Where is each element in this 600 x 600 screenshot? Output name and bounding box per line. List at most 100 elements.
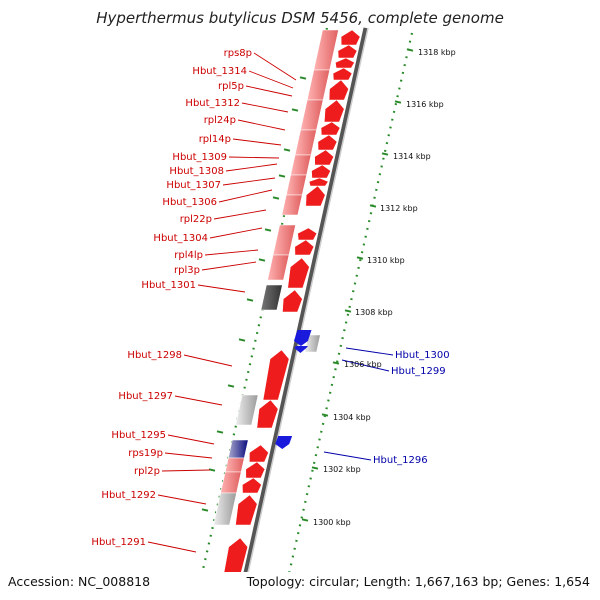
inner-tick: [216, 430, 224, 434]
leader-line: [228, 156, 280, 159]
genome-backbone: [237, 27, 369, 600]
leader-line: [209, 227, 263, 239]
tick-label: 1304 kbp: [333, 413, 371, 422]
tick-label: 1318 kbp: [418, 48, 456, 57]
forward-gene-arrow: [294, 239, 315, 256]
forward-gene-arrow: [332, 67, 353, 81]
gene-features: [196, 29, 361, 600]
leader-line: [167, 434, 215, 445]
gene-label: Hbut_1307: [166, 180, 221, 191]
inner-tick: [201, 508, 209, 512]
forward-gene-arrow: [328, 79, 349, 101]
gene-labels: rps8p Hbut_1314 rpl5p Hbut_1312 rpl24p r…: [91, 48, 449, 548]
scale-tick: [394, 100, 402, 104]
forward-gene-arrow: [235, 494, 258, 526]
forward-gene-arrow: [340, 29, 361, 46]
gene-block: [290, 154, 312, 176]
inner-tick: [283, 148, 291, 152]
gene-label: Hbut_1291: [91, 537, 146, 548]
inner-ticks: [201, 76, 307, 512]
gene-label: Hbut_1295: [111, 430, 166, 441]
leader-line: [323, 451, 372, 461]
forward-gene-arrow: [314, 149, 334, 166]
leader-line: [147, 541, 197, 553]
leader-line: [201, 261, 257, 271]
leader-line: [341, 359, 390, 372]
forward-gene-arrow: [245, 461, 266, 479]
gene-label: rps8p: [224, 48, 252, 59]
gene-label: rps19p: [128, 448, 163, 459]
gene-label: Hbut_1298: [127, 350, 182, 361]
forward-gene-arrow: [311, 164, 331, 179]
gene-block: [285, 174, 307, 196]
gene-label: rpl14p: [199, 134, 231, 145]
forward-gene-arrow: [242, 477, 262, 494]
scale-tick: [406, 48, 414, 52]
gene-block: [267, 254, 290, 281]
footer-background: [0, 572, 600, 600]
gene-label: Hbut_1297: [118, 391, 173, 402]
tick-label: 1316 kbp: [406, 100, 444, 109]
leader-line: [204, 249, 259, 256]
gene-label: rpl24p: [204, 115, 236, 126]
gene-block: [272, 224, 296, 256]
inner-tick: [264, 228, 272, 232]
leader-line: [218, 189, 273, 203]
tick-label: 1308 kbp: [355, 308, 393, 317]
gene-block: [300, 99, 324, 131]
leader-line: [232, 138, 282, 146]
gene-label: Hbut_1306: [162, 197, 217, 208]
inner-tick: [291, 108, 299, 112]
scale-track: [281, 32, 414, 600]
tick-label: 1314 kbp: [393, 152, 431, 161]
scale-tick: [344, 309, 352, 313]
leader-line: [164, 452, 213, 459]
scale-tick: [321, 413, 329, 417]
leader-line: [174, 395, 223, 406]
gene-block: [306, 69, 331, 101]
scale-tick: [311, 466, 319, 470]
inner-tick: [246, 298, 254, 302]
reverse-gene-arrow: [275, 436, 293, 449]
gene-block: [260, 284, 283, 311]
scale-tick: [332, 361, 340, 365]
map-title: Hyperthermus butylicus DSM 5456, complet…: [96, 9, 504, 27]
inner-tick: [238, 338, 246, 342]
gene-label: Hbut_1292: [101, 490, 156, 501]
gene-block: [235, 394, 259, 426]
gene-block: [213, 492, 237, 526]
leader-line: [157, 494, 207, 505]
gene-label: Hbut_1296: [373, 455, 428, 466]
gene-label: rpl2p: [134, 466, 160, 477]
scale-tick-labels: 1318 kbp 1316 kbp 1314 kbp 1312 kbp 1310…: [313, 48, 456, 527]
reverse-gene-arrow: [294, 346, 308, 353]
label-leaders: [147, 52, 394, 553]
summary-text: Topology: circular; Length: 1,667,163 bp…: [246, 574, 590, 589]
gene-label: rpl4lp: [174, 250, 203, 261]
scale-ticks: [301, 48, 414, 522]
forward-gene-arrow: [320, 121, 341, 136]
leader-line: [241, 102, 289, 113]
inner-tick: [258, 258, 266, 262]
forward-gene-arrow: [249, 444, 269, 463]
reverse-gene-arrow: [293, 330, 312, 346]
leader-line: [345, 347, 394, 356]
forward-gene-arrow: [282, 289, 303, 313]
tick-label: 1312 kbp: [380, 204, 418, 213]
forward-gene-arrow: [256, 399, 279, 429]
leader-line: [213, 209, 267, 220]
gene-label: rpl22p: [180, 214, 212, 225]
leader-line: [248, 70, 294, 89]
tick-label: 1310 kbp: [367, 256, 405, 265]
leader-line: [237, 119, 286, 131]
gene-label: rpl5p: [218, 81, 244, 92]
scale-tick: [301, 518, 309, 522]
inner-tick: [278, 174, 286, 178]
gene-label: Hbut_1300: [395, 350, 450, 361]
forward-gene-arrow: [287, 257, 310, 289]
gene-block: [220, 471, 242, 494]
accession-text: Accession: NC_008818: [8, 574, 150, 589]
gene-label: Hbut_1304: [153, 233, 208, 244]
tick-label: 1306 kbp: [344, 360, 382, 369]
